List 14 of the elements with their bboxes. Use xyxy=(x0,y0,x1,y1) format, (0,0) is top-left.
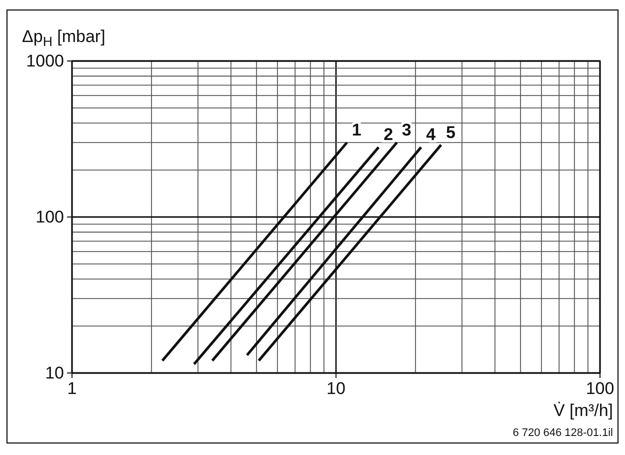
y-tick-label: 100 xyxy=(36,207,64,226)
series-label: 1 xyxy=(352,120,362,140)
series-label: 2 xyxy=(384,125,394,144)
text: 6 720 646 128-01.1il xyxy=(512,427,613,439)
series-label: 5 xyxy=(446,122,456,142)
y-tick-label: 10 xyxy=(45,363,64,382)
series-label: 3 xyxy=(402,120,412,140)
y-tick-label: 1000 xyxy=(26,51,64,70)
series-label: 4 xyxy=(426,125,436,144)
y-axis-title: Δp$_{H}$ [mbar] xyxy=(22,27,106,49)
x-axis-title: V̇ [m³/h] xyxy=(553,401,613,420)
x-tick-label: 100 xyxy=(586,379,614,398)
x-tick-label: 1 xyxy=(67,379,77,398)
x-tick-label: 10 xyxy=(326,379,346,398)
